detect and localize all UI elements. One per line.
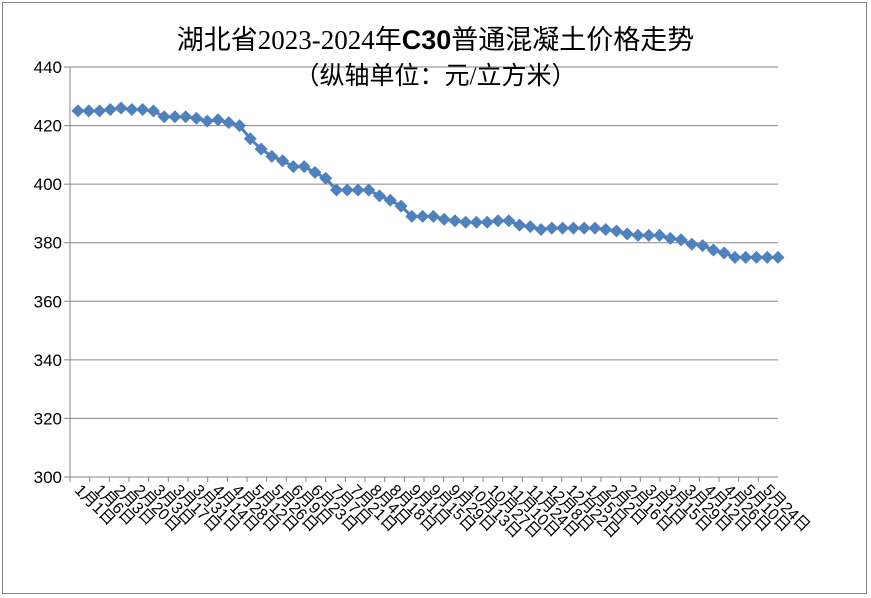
- data-point: [136, 102, 150, 116]
- data-point: [276, 154, 290, 168]
- data-point: [760, 250, 774, 264]
- data-point: [459, 215, 473, 229]
- data-point: [534, 223, 548, 237]
- data-point: [319, 171, 333, 185]
- title-part: 普通混凝土价格走势: [451, 25, 695, 55]
- y-tick-label: 320: [34, 409, 62, 428]
- data-point: [157, 110, 171, 124]
- y-tick-label: 380: [34, 234, 62, 253]
- data-point: [179, 110, 193, 124]
- data-point: [340, 183, 354, 197]
- data-point: [146, 104, 160, 118]
- y-tick-label: 420: [34, 117, 62, 136]
- data-point: [566, 221, 580, 235]
- data-point: [405, 209, 419, 223]
- data-point: [93, 104, 107, 118]
- data-point: [523, 220, 537, 234]
- data-point: [674, 233, 688, 247]
- data-point: [351, 183, 365, 197]
- data-point: [416, 209, 430, 223]
- data-point: [577, 221, 591, 235]
- y-tick-label: 440: [34, 58, 62, 77]
- data-point: [642, 228, 656, 242]
- y-tick-label: 340: [34, 351, 62, 370]
- data-point: [491, 214, 505, 228]
- data-point: [599, 223, 613, 237]
- data-point: [749, 250, 763, 264]
- data-point: [265, 149, 279, 163]
- chart-subtitle: （纵轴单位：元/立方米）: [294, 63, 577, 90]
- data-point: [653, 228, 667, 242]
- data-point: [437, 212, 451, 226]
- data-point: [254, 142, 268, 156]
- data-point: [383, 193, 397, 207]
- title-part-bold: C30: [401, 25, 452, 55]
- data-point: [222, 116, 236, 130]
- data-point: [663, 231, 677, 245]
- y-tick-label: 360: [34, 292, 62, 311]
- data-point: [308, 165, 322, 179]
- y-tick-label: 300: [34, 468, 62, 487]
- data-point: [728, 250, 742, 264]
- data-point: [620, 227, 634, 241]
- data-point: [189, 111, 203, 125]
- data-point: [448, 214, 462, 228]
- data-point: [513, 218, 527, 232]
- data-point: [82, 104, 96, 118]
- data-point: [103, 102, 117, 116]
- chart-title: 湖北省2023-2024年C30普通混凝土价格走势: [0, 18, 871, 57]
- data-point: [114, 101, 128, 115]
- data-point: [373, 189, 387, 203]
- data-point: [631, 228, 645, 242]
- data-point: [233, 119, 247, 133]
- data-point: [426, 209, 440, 223]
- data-point: [168, 110, 182, 124]
- data-point: [706, 243, 720, 257]
- data-point: [211, 113, 225, 127]
- data-point: [771, 250, 785, 264]
- data-point: [329, 183, 343, 197]
- data-point: [480, 215, 494, 229]
- data-point: [717, 246, 731, 260]
- y-tick-label: 400: [34, 175, 62, 194]
- data-point: [588, 221, 602, 235]
- data-point: [609, 224, 623, 238]
- data-point: [286, 160, 300, 174]
- data-point: [502, 214, 516, 228]
- data-point: [125, 102, 139, 116]
- data-point: [394, 199, 408, 213]
- title-part: 湖北省2023-2024年: [176, 25, 402, 55]
- data-point: [685, 237, 699, 251]
- data-point: [297, 160, 311, 174]
- data-point: [71, 104, 85, 118]
- data-point: [243, 132, 257, 146]
- data-point: [696, 239, 710, 253]
- data-point: [200, 114, 214, 128]
- data-point: [739, 250, 753, 264]
- data-point: [469, 215, 483, 229]
- data-point: [362, 183, 376, 197]
- data-point: [556, 221, 570, 235]
- data-point: [545, 221, 559, 235]
